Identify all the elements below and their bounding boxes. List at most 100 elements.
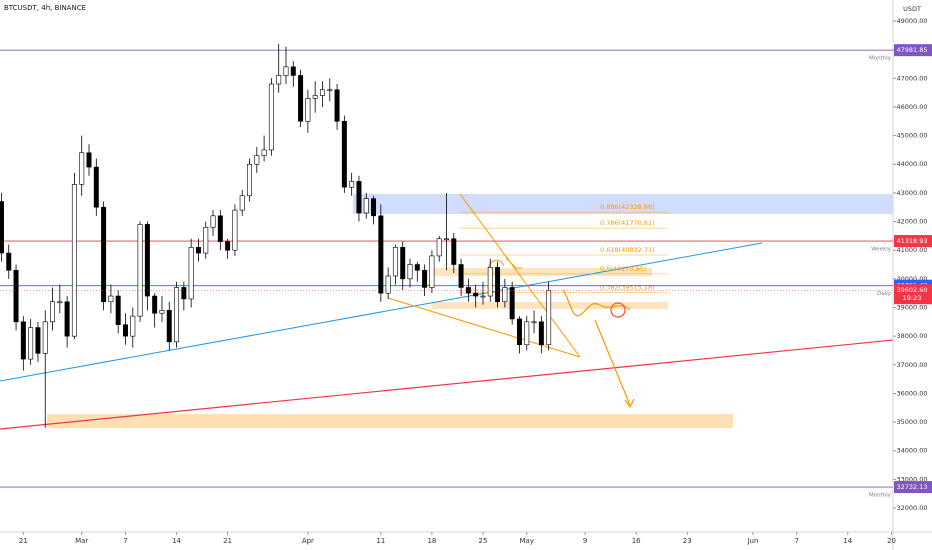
- candle-body: [516, 318, 522, 346]
- y-tick-label: 35000.00: [896, 418, 927, 426]
- y-tick-label: 43000.00: [896, 189, 927, 197]
- y-tick-label: 36000.00: [896, 389, 927, 397]
- y-tick-label: 39000.00: [896, 303, 927, 311]
- x-tick-label: 23: [683, 537, 692, 545]
- candle-body: [28, 327, 34, 360]
- candle-body: [166, 310, 172, 343]
- x-tick-label: 9: [583, 537, 587, 545]
- arrow-head: [624, 398, 635, 409]
- candle-body: [210, 215, 216, 228]
- level-label: 32732.13: [896, 483, 927, 491]
- candle-body: [487, 267, 493, 297]
- candle-body: [86, 152, 92, 168]
- candle-body: [378, 215, 384, 294]
- fib-label: 0.618(40832.71): [600, 246, 655, 254]
- candle-body: [509, 287, 515, 320]
- candle-body: [392, 247, 398, 277]
- candle-body: [57, 301, 63, 304]
- candle-body: [130, 315, 136, 337]
- support-zone: [47, 414, 733, 428]
- x-tick-label: 25: [479, 537, 488, 545]
- x-tick-label: 14: [843, 537, 852, 545]
- candle-body: [71, 184, 77, 337]
- y-tick-label: 45000.00: [896, 132, 927, 140]
- candle-body: [495, 267, 501, 303]
- y-tick-label: 42000.00: [896, 218, 927, 226]
- y-tick-label: 41000.00: [896, 246, 927, 254]
- candle-body: [371, 198, 377, 217]
- curve-mark: [487, 259, 505, 269]
- currency: USDT: [903, 5, 921, 13]
- candle-body: [268, 83, 274, 151]
- trend-line: [0, 242, 763, 382]
- y-tick-label: 32000.00: [896, 504, 927, 512]
- candle-body: [436, 238, 442, 257]
- x-tick-label: 16: [632, 537, 641, 545]
- candle-body: [283, 66, 289, 76]
- candle-body: [385, 275, 391, 294]
- last-price-label: 39602.60: [896, 286, 927, 294]
- candle-body: [502, 287, 508, 303]
- candle-body: [546, 290, 552, 346]
- candle-body: [225, 241, 231, 251]
- candle-body: [298, 75, 304, 122]
- candle-body: [188, 247, 194, 300]
- candle-body: [122, 324, 128, 337]
- candle-body: [144, 224, 150, 297]
- y-tick-label: 46000.00: [896, 103, 927, 111]
- level-name: Monthly: [869, 493, 892, 499]
- x-tick-label: 21: [223, 537, 232, 545]
- curve-mark: [505, 257, 522, 269]
- x-tick-label: 7: [123, 537, 127, 545]
- x-tick-label: 7: [794, 537, 798, 545]
- level-box: [894, 235, 932, 248]
- candle-body: [35, 327, 41, 354]
- x-tick-label: 18: [427, 537, 436, 545]
- candle-body: [42, 321, 48, 354]
- candle-body: [305, 98, 311, 122]
- candle-body: [458, 264, 464, 288]
- candle-body: [327, 89, 333, 92]
- candle-body: [6, 252, 12, 271]
- candle-body: [538, 321, 544, 346]
- candle-body: [524, 321, 530, 346]
- level-name: Weekly: [871, 247, 892, 253]
- y-tick-label: 47000.00: [896, 74, 927, 82]
- candle-body: [137, 224, 143, 317]
- fib-label: 0.382(39515.18): [600, 284, 655, 292]
- fib-label: 0.886(42328.88): [600, 203, 655, 211]
- candle-body: [290, 66, 296, 76]
- x-tick-label: 21: [19, 537, 28, 545]
- candle-body: [349, 181, 355, 188]
- candle-body: [108, 295, 114, 303]
- x-tick-label: Mar: [75, 537, 88, 545]
- candle-body: [276, 75, 282, 85]
- candle-body: [195, 247, 201, 254]
- candle-body: [174, 287, 180, 343]
- candle-body: [480, 295, 486, 298]
- candle-body: [356, 181, 362, 214]
- candle-body: [334, 89, 340, 122]
- candle-body: [13, 269, 19, 323]
- orange-zone: [432, 268, 652, 276]
- candle-body: [312, 95, 318, 99]
- candle-body: [93, 166, 99, 208]
- triangle-line: [387, 297, 581, 358]
- triangle-line: [459, 193, 581, 358]
- x-tick-label: 11: [376, 537, 385, 545]
- candle-body: [407, 264, 413, 280]
- candle-body: [181, 287, 187, 300]
- candle-body: [473, 292, 479, 297]
- candle-body: [239, 195, 245, 211]
- level-box: [894, 481, 932, 494]
- candle-body: [254, 155, 260, 165]
- y-tick-label: 49000.00: [896, 17, 927, 25]
- candle-body: [152, 295, 158, 314]
- last-price-box: [894, 284, 932, 305]
- x-tick-label: Jun: [746, 537, 758, 545]
- candle-body: [50, 301, 56, 323]
- candle-body: [115, 295, 121, 325]
- candle-body: [203, 226, 209, 254]
- candle-body: [217, 215, 223, 242]
